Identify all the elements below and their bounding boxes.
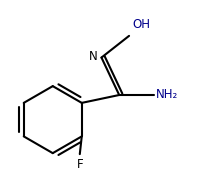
Text: OH: OH	[132, 18, 150, 31]
Text: F: F	[76, 158, 83, 171]
Text: N: N	[89, 50, 97, 63]
Text: NH₂: NH₂	[156, 89, 178, 101]
